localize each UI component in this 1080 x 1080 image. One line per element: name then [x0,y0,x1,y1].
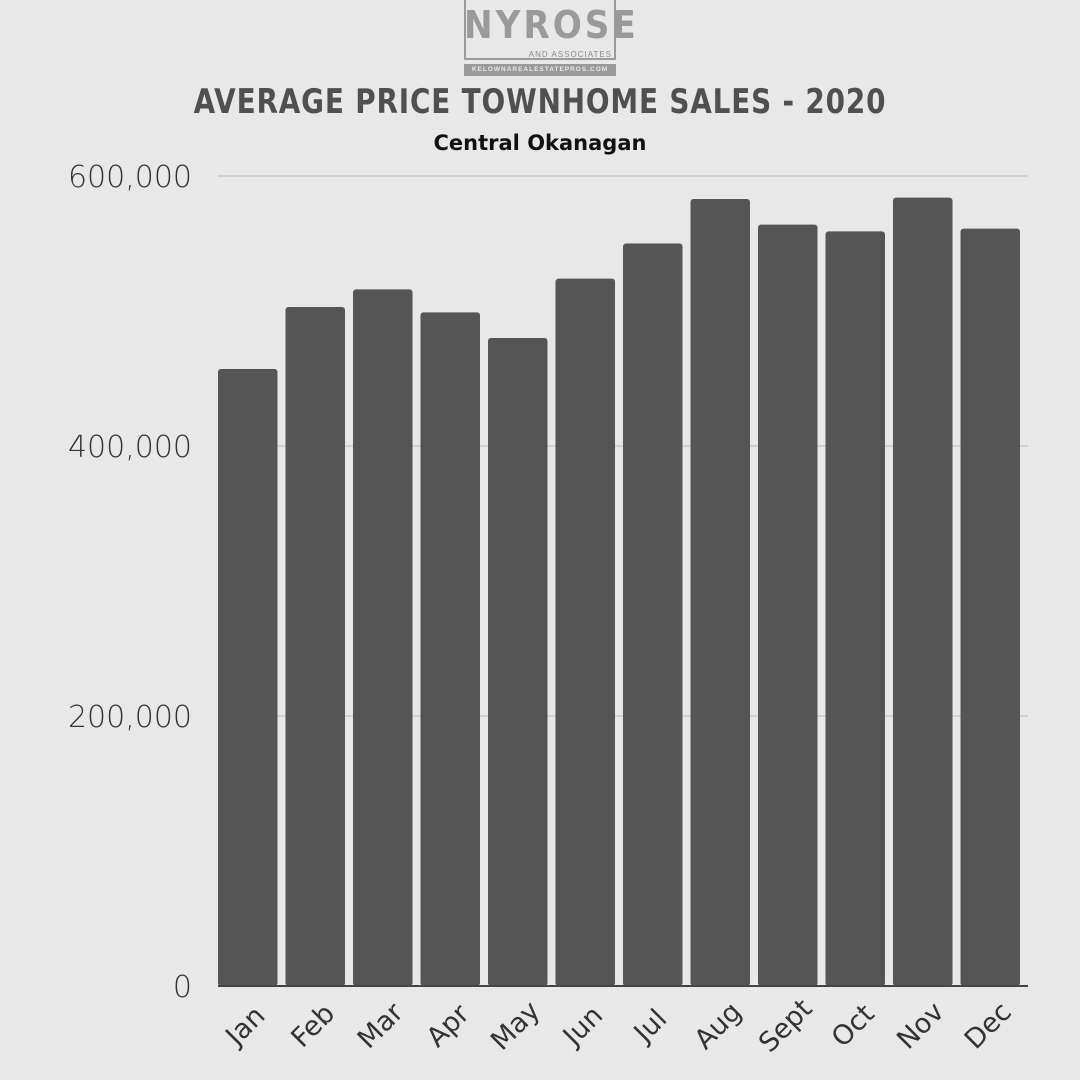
bar-sept [758,224,818,987]
bar-feb [285,306,345,986]
x-tick-label: Jan [219,1000,272,1053]
logo-name: NYROSE [464,3,639,47]
brand-logo: NYROSE AND ASSOCIATES KELOWNAREALESTATEP… [464,0,639,77]
logo-subtitle: AND ASSOCIATES [528,50,612,59]
chart-subtitle: Central Okanagan [433,131,647,155]
logo-frame [464,0,616,60]
bar-jul [623,243,683,986]
x-tick-label: Jul [627,1004,673,1050]
x-tick-label: Feb [285,998,341,1054]
y-tick-label: 0 [173,970,192,1005]
logo-url: KELOWNAREALESTATEPROS.COM [464,64,616,76]
x-tick-label: Sept [753,993,818,1058]
bar-may [488,338,548,986]
bar-nov [893,197,953,987]
x-tick-label: Oct [826,999,881,1054]
bar-jan [218,369,278,986]
y-tick-label: 200,000 [68,700,192,735]
x-tick-label: Nov [891,996,950,1055]
y-tick-label: 400,000 [68,430,192,465]
bar-apr [420,312,480,987]
x-tick-label: Jun [556,1000,609,1053]
bar-mar [353,289,413,986]
bar-dec [960,228,1020,986]
y-tick-label: 600,000 [68,160,192,195]
x-tick-label: Dec [959,997,1018,1056]
x-tick-label: May [485,995,546,1056]
bar-aug [690,198,750,986]
x-tick-label: Aug [689,996,748,1055]
bar-jun [555,278,615,987]
chart-title: AVERAGE PRICE TOWNHOME SALES - 2020 [193,82,887,122]
x-tick-label: Mar [352,996,411,1055]
x-tick-label: Apr [421,998,477,1054]
bar-oct [825,231,885,987]
